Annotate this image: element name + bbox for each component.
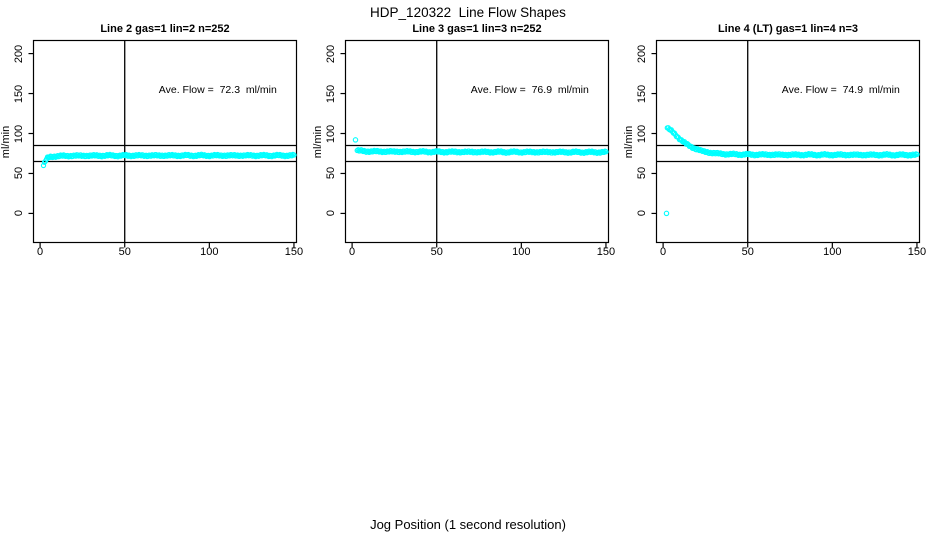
y-tick-label: 100	[636, 124, 648, 143]
y-axis-label: ml/min	[312, 125, 324, 158]
chart-panel-3: Line 4 (LT) gas=1 lin=4 n=3 Ave. Flow = 7…	[623, 23, 926, 258]
chart-panel-1: Line 2 gas=1 lin=2 n=252 Ave. Flow = 72.3…	[0, 23, 303, 258]
ave-flow-annotation: Ave. Flow = 74.9 ml/min	[781, 83, 900, 96]
figure-title: HDP_120322 Line Flow Shapes	[370, 5, 566, 20]
outlier-point	[352, 137, 359, 143]
plot-box	[655, 39, 921, 244]
x-tick-label: 100	[512, 246, 531, 258]
chart-panel-2: Line 3 gas=1 lin=3 n=252 Ave. Flow = 76.9…	[312, 23, 615, 258]
panel-title-3: Line 4 (LT) gas=1 lin=4 n=3	[717, 23, 859, 35]
x-tick-label: 50	[118, 246, 131, 258]
ave-flow-annotation: Ave. Flow = 76.9 ml/min	[470, 83, 589, 96]
outlier-point	[663, 210, 670, 217]
y-tick-label: 0	[636, 210, 648, 217]
y-tick-label: 200	[325, 44, 337, 63]
y-tick-label: 200	[636, 44, 648, 63]
x-tick-label: 50	[430, 246, 443, 258]
y-tick-label: 150	[13, 84, 25, 103]
plot-area-3	[651, 39, 921, 248]
ave-flow-annotation: Ave. Flow = 72.3 ml/min	[158, 83, 277, 96]
data-points-series	[663, 125, 920, 217]
y-tick-label: 100	[325, 124, 337, 143]
y-tick-label: 50	[636, 167, 648, 180]
panel-title-2: Line 3 gas=1 lin=3 n=252	[412, 23, 542, 35]
x-tick-label: 100	[200, 246, 219, 258]
plot-area-1	[28, 39, 298, 248]
plot-box	[344, 39, 610, 244]
y-axis-label: ml/min	[0, 125, 12, 158]
y-tick-label: 0	[13, 210, 25, 217]
x-tick-label: 150	[284, 246, 304, 258]
y-tick-label: 150	[325, 84, 337, 103]
x-tick-label: 50	[741, 246, 754, 258]
x-tick-label: 0	[349, 246, 356, 258]
data-points-series	[352, 137, 609, 156]
plot-box	[32, 39, 298, 244]
x-tick-label: 0	[37, 246, 44, 258]
panel-title-1: Line 2 gas=1 lin=2 n=252	[100, 23, 230, 35]
x-tick-label: 0	[660, 246, 667, 258]
y-tick-label: 50	[325, 167, 337, 180]
y-tick-label: 50	[13, 167, 25, 180]
y-tick-label: 0	[325, 210, 337, 217]
x-tick-label: 150	[907, 246, 927, 258]
plot-area-2	[340, 39, 610, 248]
x-tick-label: 150	[596, 246, 616, 258]
x-axis-label: Jog Position (1 second resolution)	[370, 517, 566, 532]
y-tick-label: 150	[636, 84, 648, 103]
y-tick-label: 100	[13, 124, 25, 143]
x-tick-label: 100	[823, 246, 842, 258]
y-axis-label: ml/min	[623, 125, 635, 158]
data-points-series	[40, 151, 297, 169]
y-tick-label: 200	[13, 44, 25, 63]
